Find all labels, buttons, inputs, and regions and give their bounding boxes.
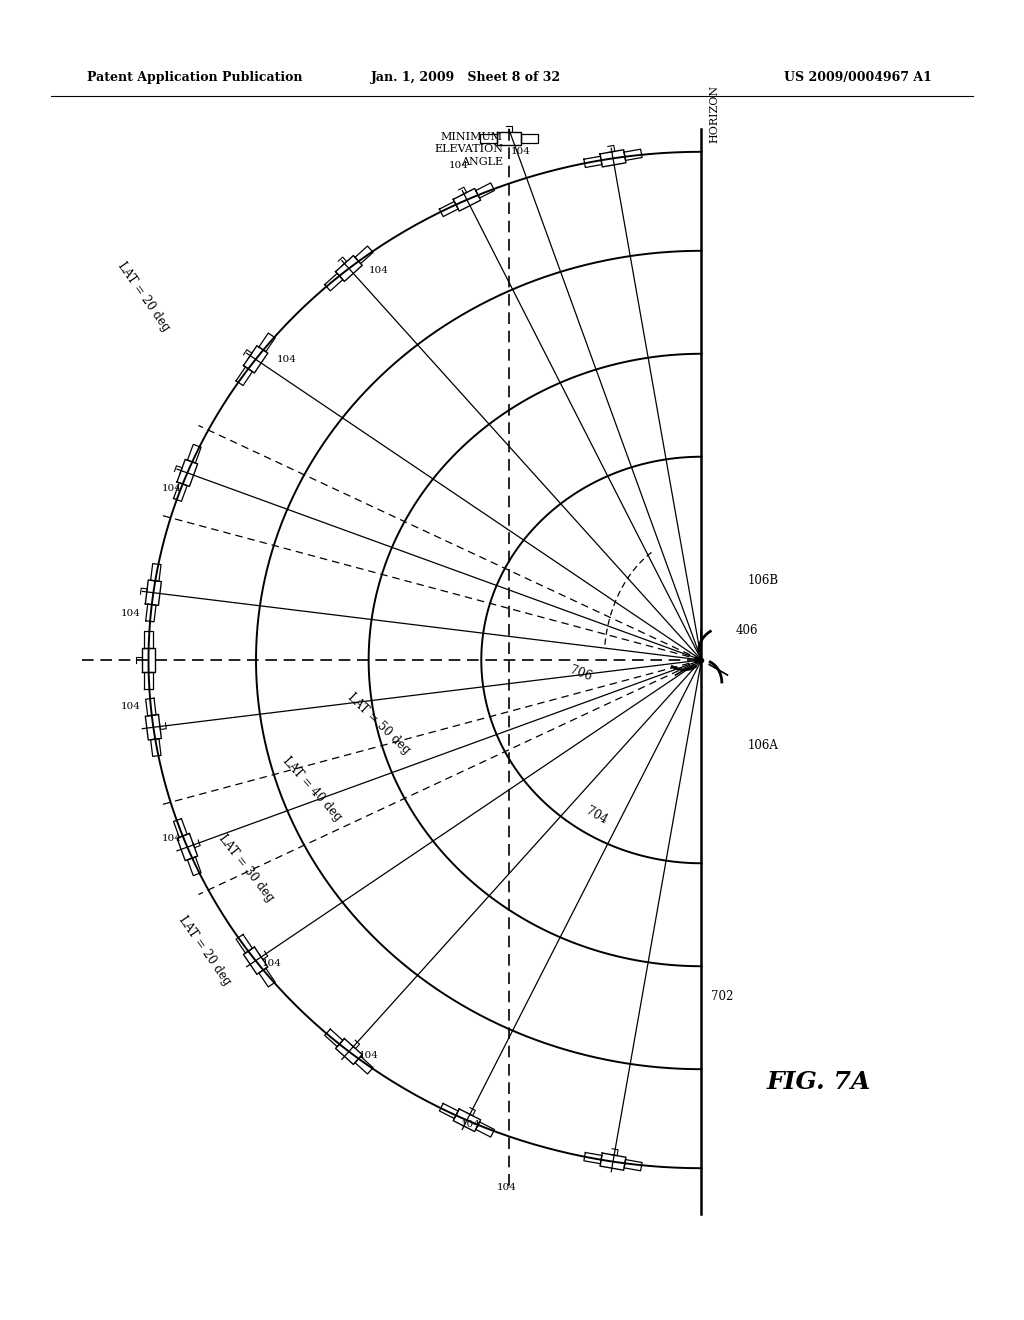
Text: 106B: 106B xyxy=(748,574,778,587)
Text: LAT = 50 deg: LAT = 50 deg xyxy=(345,690,413,756)
Text: 104: 104 xyxy=(369,267,389,275)
Text: 104: 104 xyxy=(497,1184,517,1192)
Text: FIG. 7A: FIG. 7A xyxy=(767,1071,871,1094)
Text: LAT = 20 deg: LAT = 20 deg xyxy=(115,260,172,334)
Text: 104: 104 xyxy=(449,161,469,169)
Text: LAT = 20 deg: LAT = 20 deg xyxy=(176,913,233,987)
Text: 104: 104 xyxy=(162,834,182,842)
Text: 104: 104 xyxy=(358,1052,379,1060)
Text: Patent Application Publication: Patent Application Publication xyxy=(87,71,302,84)
Text: 704: 704 xyxy=(584,804,609,828)
Text: 104: 104 xyxy=(511,148,530,156)
Text: LAT = 40 deg: LAT = 40 deg xyxy=(281,755,344,824)
Text: 706: 706 xyxy=(568,663,594,684)
Text: MINIMUM
ELEVATION
ANGLE: MINIMUM ELEVATION ANGLE xyxy=(434,132,503,166)
Text: 104: 104 xyxy=(461,1121,481,1129)
Text: HORIZON: HORIZON xyxy=(710,84,720,143)
Text: 104: 104 xyxy=(121,702,141,710)
Text: 104: 104 xyxy=(121,610,141,618)
Text: Jan. 1, 2009   Sheet 8 of 32: Jan. 1, 2009 Sheet 8 of 32 xyxy=(371,71,561,84)
Text: 406: 406 xyxy=(735,624,758,638)
Text: LAT = 30 deg: LAT = 30 deg xyxy=(215,833,276,904)
Text: 702: 702 xyxy=(712,990,734,1003)
Text: US 2009/0004967 A1: US 2009/0004967 A1 xyxy=(784,71,932,84)
Text: 106A: 106A xyxy=(748,739,778,752)
Text: 104: 104 xyxy=(261,960,282,968)
Text: 104: 104 xyxy=(162,484,182,492)
Text: 104: 104 xyxy=(276,355,297,363)
